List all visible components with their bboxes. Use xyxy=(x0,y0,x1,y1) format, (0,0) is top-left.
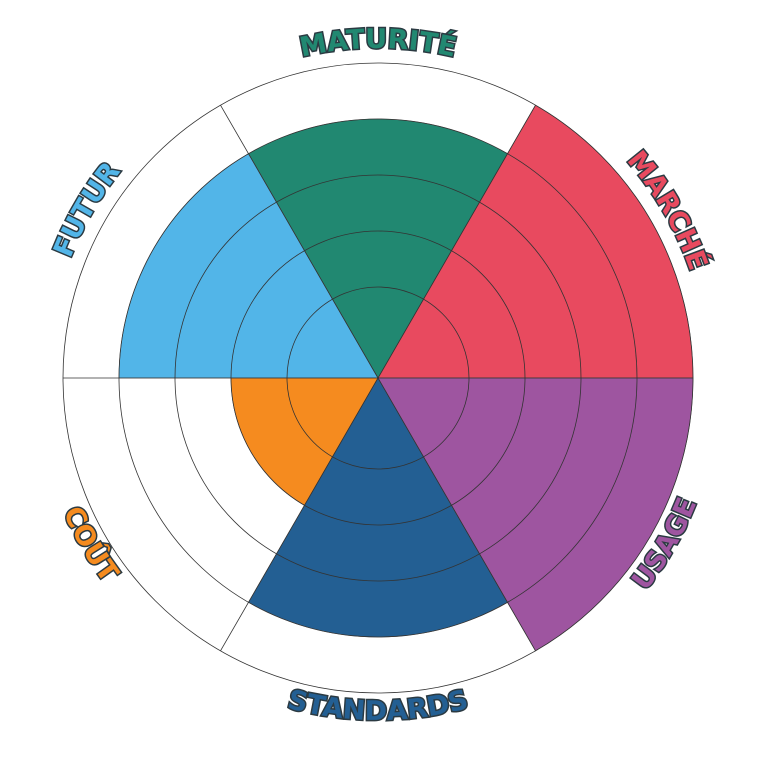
spoke xyxy=(220,105,379,379)
spoke xyxy=(377,377,536,651)
svg-text:MATURITÉ: MATURITÉ xyxy=(297,24,459,64)
spoke xyxy=(377,105,536,379)
category-label: MATURITÉ xyxy=(296,22,461,65)
spoke xyxy=(220,377,379,651)
